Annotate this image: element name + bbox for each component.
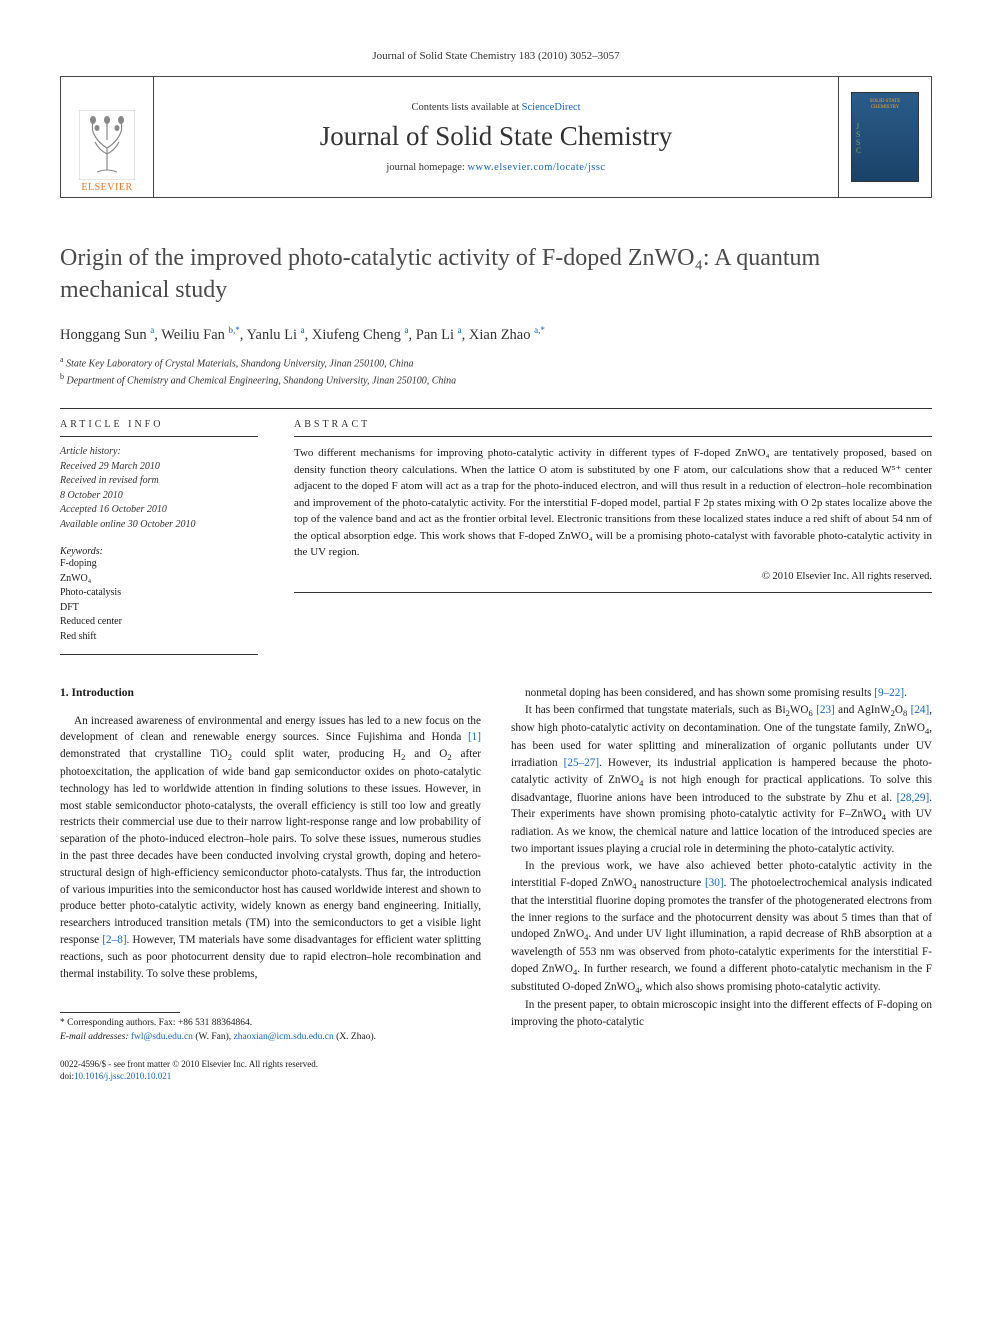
abstract-head: ABSTRACT [294, 409, 932, 437]
citation-link[interactable]: [2–8] [102, 934, 126, 946]
bottom-meta: 0022-4596/$ - see front matter © 2010 El… [60, 1058, 481, 1082]
contents-line: Contents lists available at ScienceDirec… [411, 102, 580, 113]
affiliations: a State Key Laboratory of Crystal Materi… [60, 354, 932, 389]
publisher-logo-block: ELSEVIER [61, 77, 153, 197]
cover-letters: J S S C [856, 123, 861, 155]
corresponding-note: * Corresponding authors. Fax: +86 531 88… [60, 1017, 481, 1030]
citation-link[interactable]: [30] [705, 877, 724, 889]
elsevier-tree-icon [79, 110, 135, 180]
footnote-separator [60, 1012, 180, 1013]
journal-cover-icon: SOLID STATE CHEMISTRY J S S C [851, 92, 919, 182]
citation-link[interactable]: [9–22] [874, 687, 904, 699]
journal-reference: Journal of Solid State Chemistry 183 (20… [60, 50, 932, 62]
homepage-prefix: journal homepage: [386, 162, 467, 173]
divider [294, 592, 932, 593]
abstract-block: ABSTRACT Two different mechanisms for im… [294, 409, 932, 655]
citation-link[interactable]: [23] [816, 704, 835, 716]
sciencedirect-link[interactable]: ScienceDirect [522, 102, 581, 113]
email-line: E-mail addresses: fwl@sdu.edu.cn (W. Fan… [60, 1031, 481, 1044]
contents-prefix: Contents lists available at [411, 102, 521, 113]
citation-link[interactable]: [28,29] [897, 792, 930, 804]
email-label: E-mail addresses: [60, 1032, 131, 1042]
keywords-label: Keywords: [60, 546, 258, 557]
authors: Honggang Sun a, Weiliu Fan b,*, Yanlu Li… [60, 325, 932, 344]
homepage-link[interactable]: www.elsevier.com/locate/jssc [467, 162, 605, 173]
article-info-block: ARTICLE INFO Article history: Received 2… [60, 409, 258, 655]
header-center: Contents lists available at ScienceDirec… [153, 77, 839, 197]
body-column-left: 1. Introduction An increased awareness o… [60, 685, 481, 1082]
issn-line: 0022-4596/$ - see front matter © 2010 El… [60, 1058, 481, 1070]
copyright: © 2010 Elsevier Inc. All rights reserved… [294, 571, 932, 582]
cover-title: SOLID STATE CHEMISTRY [856, 99, 914, 110]
article-history: Article history: Received 29 March 2010R… [60, 445, 258, 532]
footnotes: * Corresponding authors. Fax: +86 531 88… [60, 1017, 481, 1044]
article-info-head: ARTICLE INFO [60, 409, 258, 437]
citation-link[interactable]: [1] [468, 731, 481, 743]
keywords: F-dopingZnWO₄Photo-catalysisDFTReduced c… [60, 557, 258, 644]
citation-link[interactable]: [25–27] [564, 757, 599, 769]
publisher-name: ELSEVIER [81, 182, 132, 193]
section-heading: 1. Introduction [60, 685, 481, 702]
cover-thumb-block: SOLID STATE CHEMISTRY J S S C [839, 77, 931, 197]
divider [60, 654, 258, 655]
citation-link[interactable]: [24] [911, 704, 930, 716]
body-column-right: nonmetal doping has been considered, and… [511, 685, 932, 1082]
history-label: Article history: [60, 445, 258, 460]
abstract-text: Two different mechanisms for improving p… [294, 445, 932, 561]
doi-link[interactable]: 10.1016/j.jssc.2010.10.021 [74, 1071, 171, 1081]
doi-label: doi: [60, 1071, 74, 1081]
article-title: Origin of the improved photo-catalytic a… [60, 242, 932, 307]
journal-name: Journal of Solid State Chemistry [320, 121, 672, 152]
journal-header: ELSEVIER Contents lists available at Sci… [60, 76, 932, 198]
homepage-line: journal homepage: www.elsevier.com/locat… [386, 162, 605, 173]
email-link[interactable]: zhaoxian@icm.sdu.edu.cn [233, 1032, 333, 1042]
email-link[interactable]: fwl@sdu.edu.cn [131, 1032, 193, 1042]
